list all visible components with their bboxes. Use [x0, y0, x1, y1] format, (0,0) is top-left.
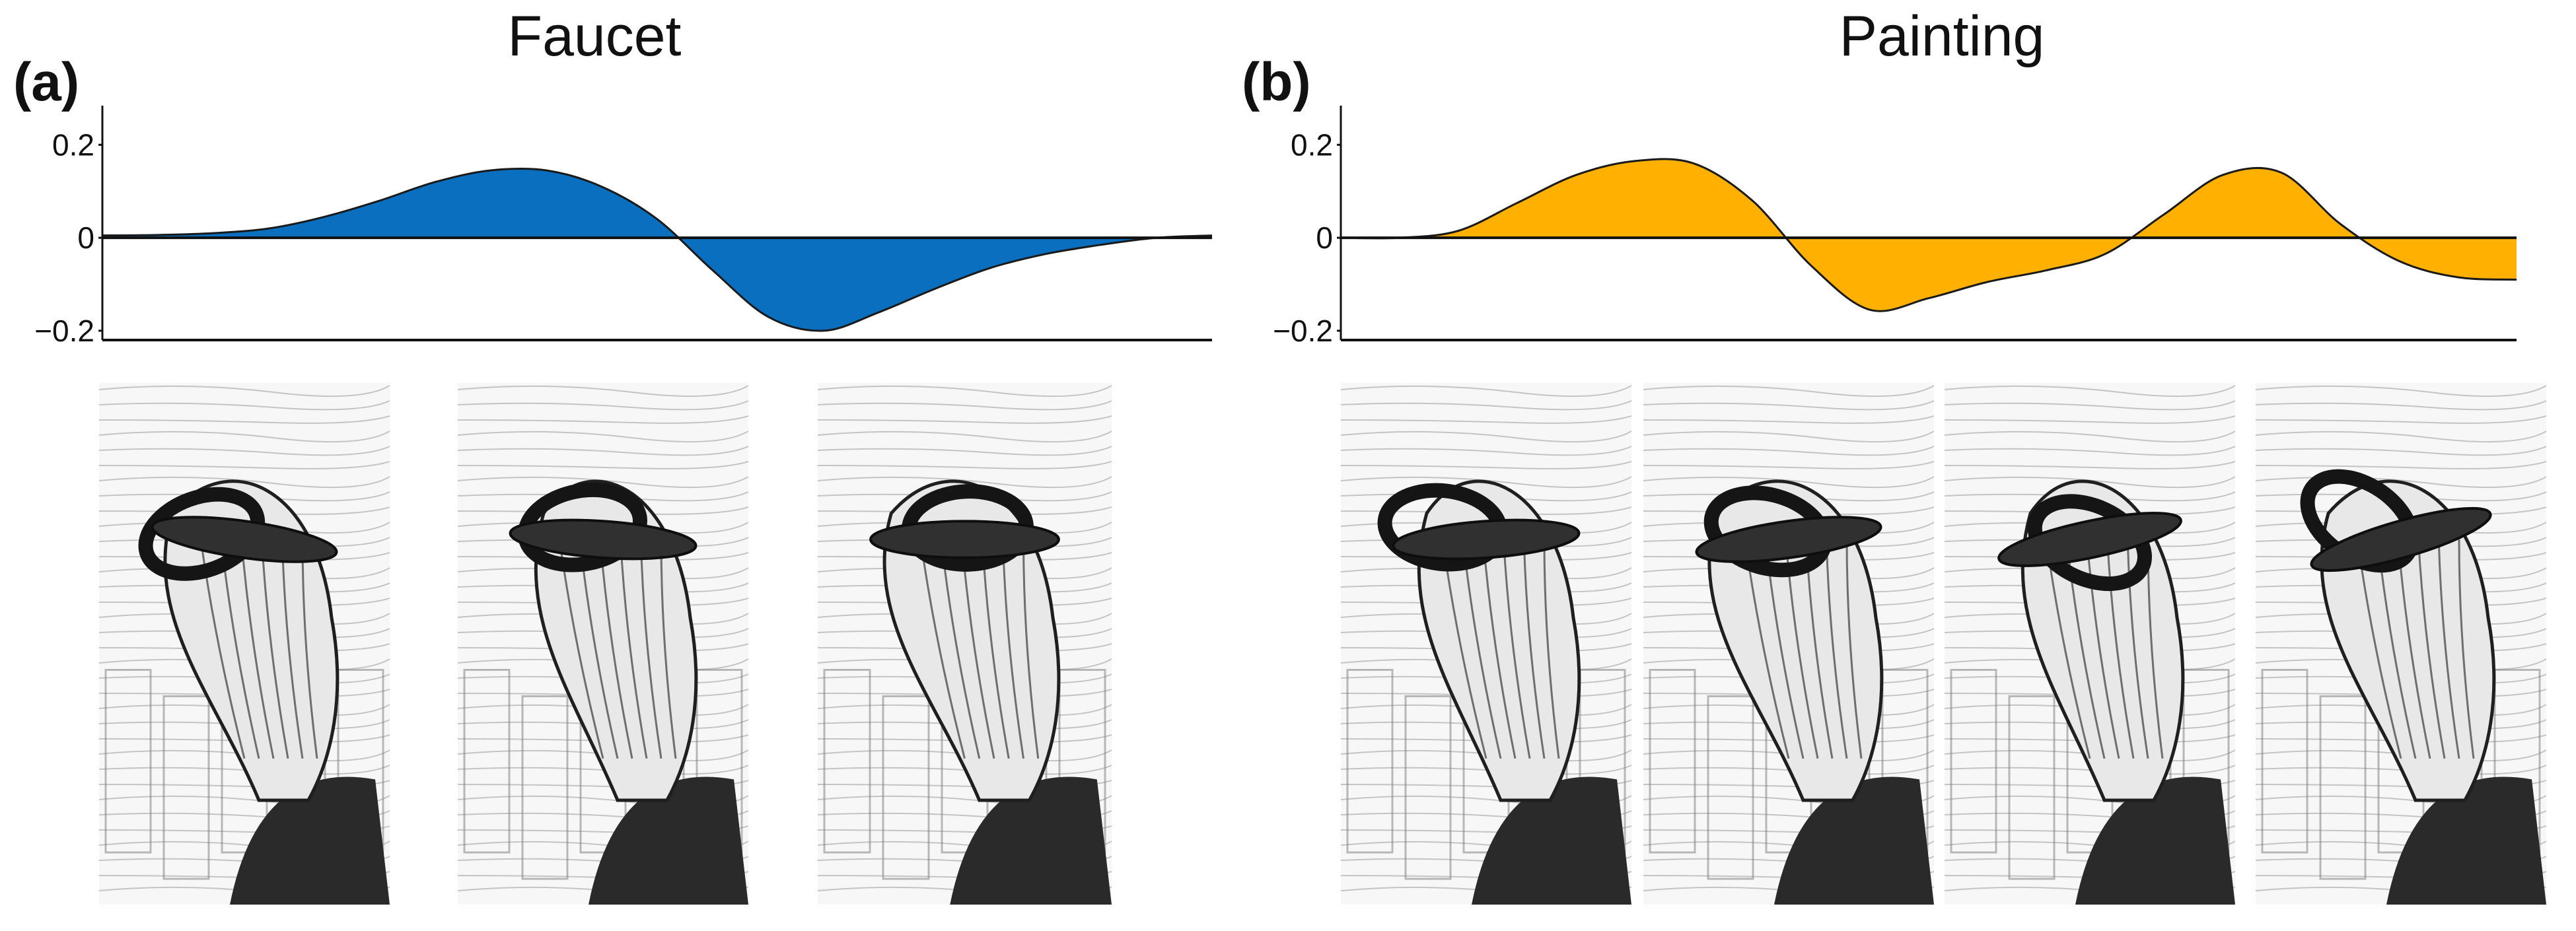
chart-painting: 0.2 0 −0.2	[1273, 106, 2517, 348]
hand-controller-illustration	[1945, 385, 2235, 905]
photo-frame	[2256, 383, 2546, 905]
hand-controller-illustration	[99, 385, 390, 905]
panel-title: Painting	[1839, 5, 2045, 68]
y-tick-label: 0	[1316, 221, 1333, 255]
photo-frame	[458, 383, 748, 905]
frame-strip	[0, 383, 1242, 905]
panel-painting: (b) Painting 0.2 0 −0.2	[1242, 0, 2576, 931]
y-tick-label: 0.2	[52, 127, 94, 162]
panel-title: Faucet	[507, 5, 682, 68]
panel-letter: (b)	[1242, 52, 1311, 112]
area-series	[102, 168, 1212, 331]
hand-controller-illustration	[2256, 385, 2546, 905]
hand-controller-illustration	[818, 385, 1112, 905]
area-series	[1341, 158, 2517, 312]
hand-controller-illustration	[1341, 385, 1631, 905]
photo-frame	[1341, 383, 1631, 905]
photo-frame	[1945, 383, 2235, 905]
y-tick-label: 0.2	[1291, 127, 1333, 162]
frame-strip	[1242, 383, 2563, 905]
chart-faucet: 0.2 0 −0.2	[34, 106, 1213, 348]
y-tick-label: 0	[77, 221, 94, 255]
hand-controller-illustration	[458, 385, 748, 905]
panel-faucet: (a) Faucet 0.2 0 −0.2	[0, 0, 1255, 931]
photo-frame	[818, 383, 1112, 905]
photo-frame	[1643, 383, 1934, 905]
y-tick-label: −0.2	[1273, 314, 1333, 348]
panel-letter: (a)	[13, 52, 80, 112]
hand-controller-illustration	[1643, 385, 1934, 905]
y-tick-label: −0.2	[34, 314, 94, 348]
photo-frame	[99, 383, 390, 905]
series-line	[1340, 158, 2517, 312]
series-line	[102, 167, 1213, 332]
